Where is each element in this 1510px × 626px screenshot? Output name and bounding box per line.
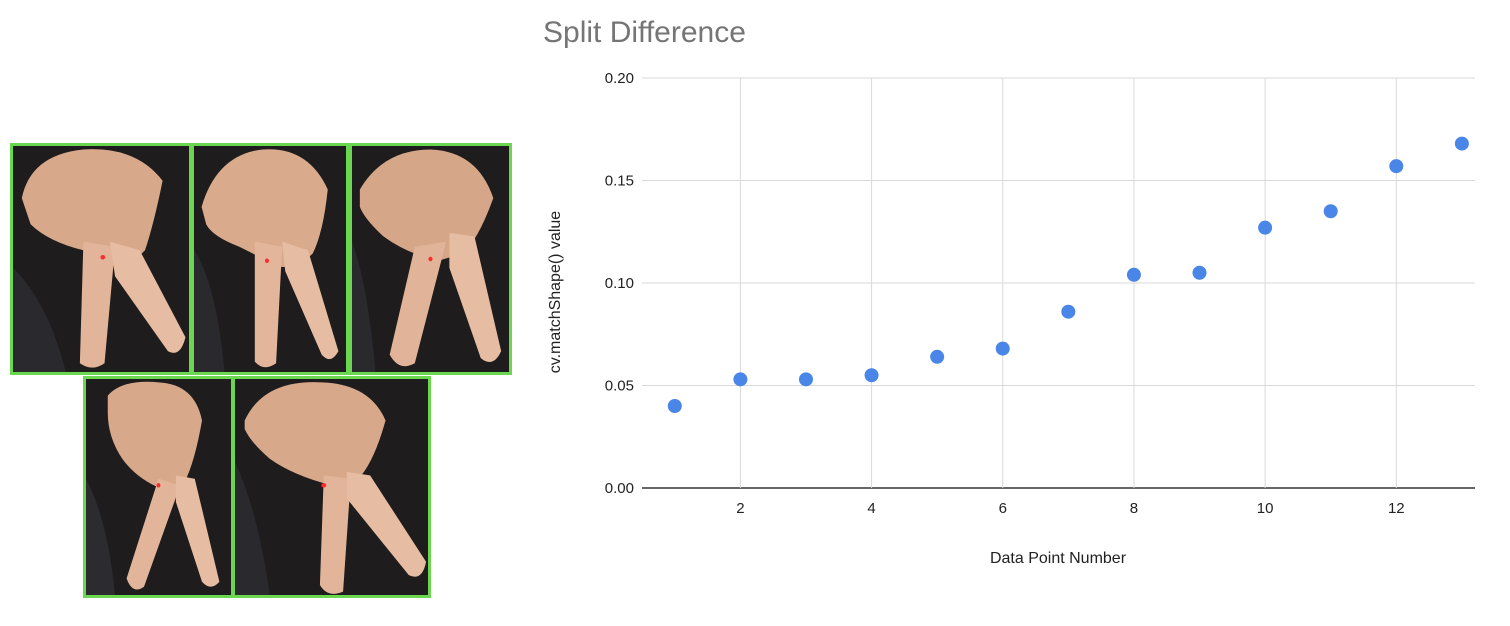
chart-title: Split Difference: [543, 16, 746, 49]
data-point: [1192, 265, 1207, 280]
data-point: [1258, 220, 1273, 235]
y-tick-label: 0.20: [605, 70, 634, 87]
data-point: [798, 372, 813, 387]
hand-photo-collage: [0, 0, 520, 626]
x-tick-label: 12: [1388, 500, 1405, 517]
x-tick-label: 2: [736, 500, 744, 517]
chart-points: [667, 136, 1469, 413]
x-tick-label: 4: [867, 500, 875, 517]
hand-photo-5: [232, 376, 431, 598]
x-axis-label: Data Point Number: [990, 550, 1127, 567]
y-axis-label: cv.matchShape() value: [547, 211, 564, 374]
hand-photo-2: [191, 143, 349, 375]
data-point: [667, 399, 682, 413]
data-point: [1389, 159, 1404, 174]
data-point: [995, 341, 1010, 356]
y-tick-label: 0.10: [605, 275, 634, 292]
chart-ticks: 0.00 0.05 0.10 0.15 0.20 2 4 6 8 10 12: [605, 70, 1405, 517]
x-tick-label: 6: [999, 500, 1007, 517]
data-point: [864, 368, 879, 383]
data-point: [1126, 267, 1141, 282]
chart-grid: [642, 77, 1475, 489]
data-point: [1061, 304, 1076, 319]
hand-photo-3: [349, 143, 512, 375]
y-tick-label: 0.15: [605, 173, 634, 190]
x-tick-label: 8: [1130, 500, 1138, 517]
data-point: [1323, 204, 1338, 219]
x-tick-label: 10: [1257, 500, 1274, 517]
hand-photo-1: [10, 143, 192, 375]
data-point: [733, 372, 748, 387]
y-tick-label: 0.05: [605, 378, 634, 395]
data-point: [1454, 136, 1469, 151]
y-tick-label: 0.00: [605, 480, 634, 497]
data-point: [930, 349, 945, 364]
